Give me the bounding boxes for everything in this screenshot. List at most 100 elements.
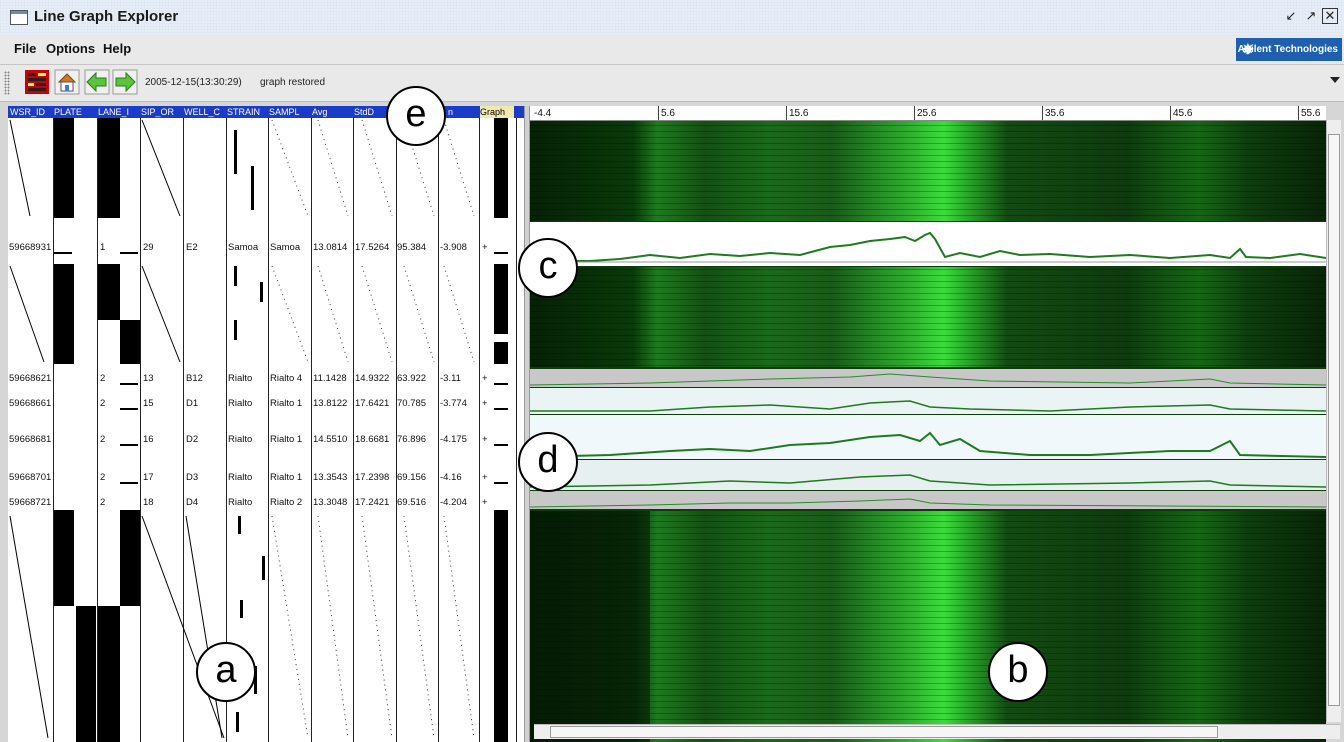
col-header-lane[interactable]: LANE_I (98, 107, 130, 117)
ruler-tick (1042, 106, 1043, 120)
cell-sample: Rialto 1 (270, 398, 303, 409)
cell-max: 69.516 (397, 497, 427, 508)
line-graph-strip[interactable] (530, 491, 1326, 509)
cell-graph-toggle[interactable]: + (482, 434, 488, 445)
scroll-thumb[interactable] (1328, 134, 1340, 706)
cell-avg: 14.5510 (313, 434, 348, 445)
cell-wsr-id: 59668931 (9, 242, 52, 253)
window-title: Line Graph Explorer (34, 8, 179, 25)
cell-avg: 13.3048 (313, 497, 348, 508)
forward-arrow-icon[interactable] (112, 69, 138, 95)
graph-tick (494, 383, 508, 385)
cell-max: 76.896 (397, 434, 427, 445)
cell-avg: 13.3543 (313, 472, 348, 483)
column-divider (516, 118, 517, 742)
cell-sample: Rialto 1 (270, 472, 303, 483)
heatmap-band (530, 121, 1326, 221)
menu-options[interactable]: Options (46, 41, 96, 56)
graph-tick (494, 252, 508, 254)
lane-bar (98, 606, 120, 742)
menu-file[interactable]: File (14, 41, 37, 56)
cell-graph-toggle[interactable]: + (482, 497, 488, 508)
strain-mark (234, 130, 237, 174)
x-ruler: -4.4 5.6 15.6 25.6 35.6 45.6 55.6 (530, 106, 1326, 121)
table-row[interactable]: 59668661 2 15 D1 Rialto Rialto 1 13.8122… (8, 396, 524, 412)
strain-mark (234, 266, 237, 286)
col-header-avg[interactable]: Avg (312, 107, 328, 117)
split-pane-divider[interactable] (524, 106, 530, 742)
cell-graph-toggle[interactable]: + (482, 398, 488, 409)
col-header-sample[interactable]: SAMPL (269, 107, 300, 117)
cell-graph-toggle[interactable]: + (482, 242, 488, 253)
cell-min: -3.11 (440, 373, 461, 384)
col-header-strain[interactable]: STRAIN (227, 107, 261, 117)
heatmap-canvas[interactable] (530, 121, 1326, 742)
strain-mark (234, 320, 237, 340)
heatmap-icon[interactable] (24, 69, 50, 95)
cell-wsr-id: 59668661 (9, 398, 52, 409)
data-table: WSR_ID PLATE LANE_I SIP_OR WELL_C STRAIN… (8, 106, 524, 742)
cell-graph-toggle[interactable]: + (482, 472, 488, 483)
cell-stdd: 17.6421 (355, 398, 390, 409)
cell-graph-toggle[interactable]: + (482, 373, 488, 384)
scroll-thumb[interactable] (550, 726, 1218, 738)
cell-sample: Rialto 1 (270, 434, 303, 445)
col-header-min[interactable]: n (448, 107, 454, 117)
close-icon[interactable]: ✕ (1322, 8, 1338, 24)
column-divider (479, 118, 480, 742)
cell-strain: Rialto (228, 398, 253, 409)
plate-bar (76, 606, 96, 742)
cell-min: -4.16 (440, 472, 462, 483)
cell-sip: 15 (143, 398, 154, 409)
col-header-plate[interactable]: PLATE (54, 107, 82, 117)
table-row[interactable]: 59668701 2 17 D3 Rialto Rialto 1 13.3543… (8, 470, 524, 486)
cell-lane: 2 (100, 398, 106, 409)
callout-b: b (988, 642, 1048, 702)
col-header-sip[interactable]: SIP_OR (141, 107, 175, 117)
cell-well: D1 (186, 398, 199, 409)
cell-sample: Rialto 2 (270, 497, 303, 508)
table-row[interactable]: 59668931 1 29 E2 Samoa Samoa 13.0814 17.… (8, 240, 524, 256)
horizontal-scrollbar[interactable] (534, 724, 1340, 739)
chevron-down-icon[interactable] (1330, 77, 1340, 83)
title-bar: Line Graph Explorer ↙ ↗ ✕ (0, 0, 1344, 37)
cell-sip: 16 (143, 434, 154, 445)
minimize-icon[interactable]: ↙ (1285, 8, 1297, 23)
cell-wsr-id: 59668681 (9, 434, 52, 445)
line-graph-strip[interactable] (530, 222, 1326, 266)
cell-well: B12 (186, 373, 203, 384)
maximize-icon[interactable]: ↗ (1305, 8, 1317, 23)
cell-lane: 2 (100, 434, 106, 445)
column-divider (53, 118, 54, 742)
cell-stdd: 18.6681 (355, 434, 390, 445)
menu-help[interactable]: Help (103, 41, 132, 56)
callout-c: c (518, 238, 578, 298)
status-message: graph restored (260, 77, 326, 88)
col-header-stdd[interactable]: StdD (354, 107, 375, 117)
cell-wsr-id: 59668701 (9, 472, 52, 483)
col-header-wsr-id[interactable]: WSR_ID (10, 107, 46, 117)
vertical-scrollbar[interactable] (1326, 120, 1341, 722)
strain-mark (236, 712, 239, 732)
table-row[interactable]: 59668681 2 16 D2 Rialto Rialto 1 14.5510… (8, 432, 524, 448)
line-graph-strip[interactable] (530, 369, 1326, 387)
col-header-graph[interactable]: Graph (480, 106, 514, 118)
lane-tick (120, 482, 138, 484)
table-row[interactable]: 59668621 2 13 B12 Rialto Rialto 4 11.142… (8, 371, 524, 387)
plate-bar (54, 264, 74, 364)
ruler-label: 35.6 (1045, 108, 1065, 119)
cell-wsr-id: 59668621 (9, 373, 52, 384)
cell-sample: Rialto 4 (270, 373, 303, 384)
cell-sip: 17 (143, 472, 154, 483)
cell-well: E2 (186, 242, 198, 253)
table-row[interactable]: 59668721 2 18 D4 Rialto Rialto 2 13.3048… (8, 495, 524, 511)
back-arrow-icon[interactable] (84, 69, 110, 95)
home-icon[interactable] (54, 69, 80, 95)
ruler-label: 55.6 (1301, 108, 1321, 119)
heatmap-panel: -4.4 5.6 15.6 25.6 35.6 45.6 55.6 (530, 106, 1326, 742)
strain-mark (238, 516, 241, 534)
toolbar-grip[interactable] (4, 71, 10, 95)
line-graph-strip[interactable] (530, 388, 1326, 414)
column-divider (140, 118, 141, 742)
col-header-well[interactable]: WELL_C (184, 107, 221, 117)
